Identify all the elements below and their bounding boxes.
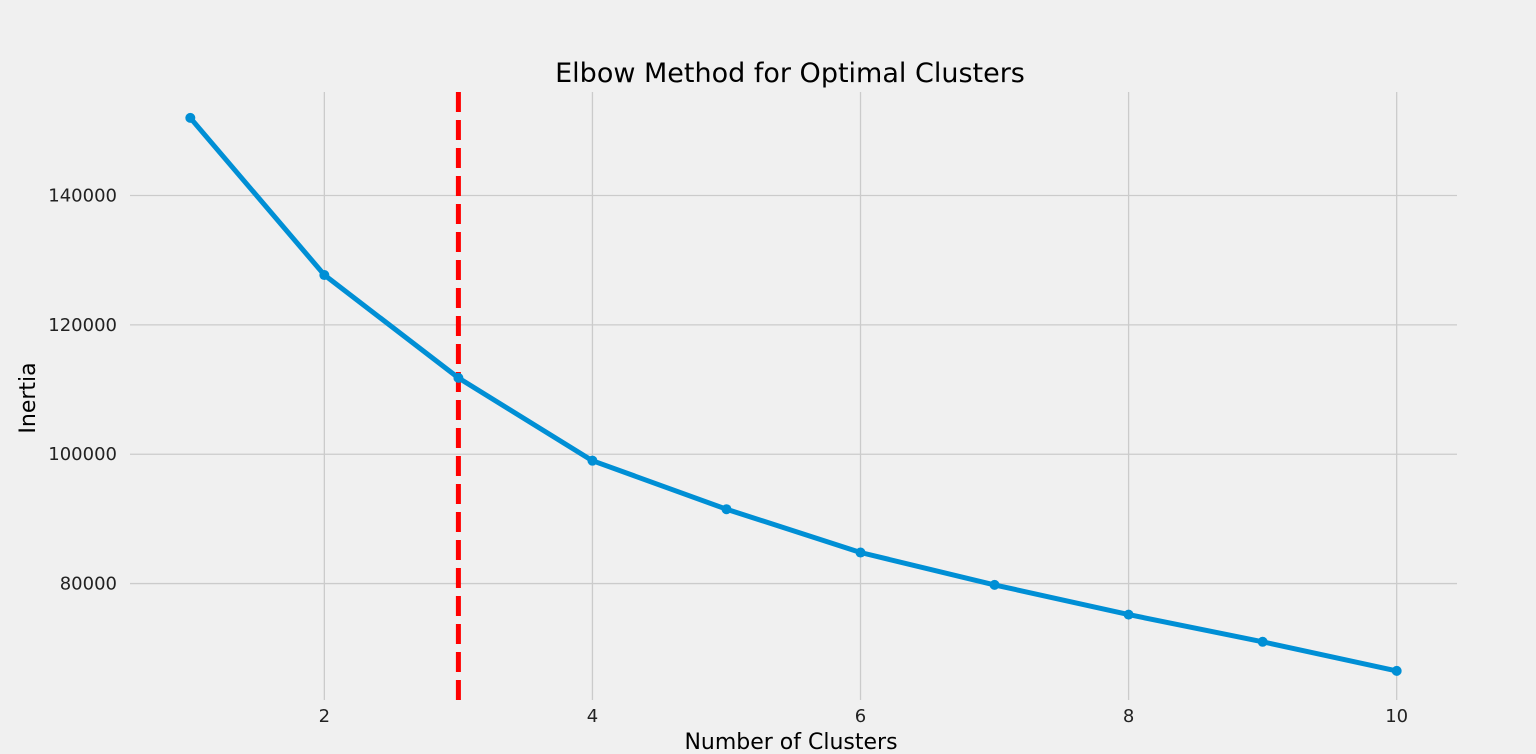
data-point: [721, 504, 732, 515]
y-tick-label: 80000: [60, 574, 117, 595]
tick-labels: 2 4 6 8 10 80000 100000 120000 140000: [48, 185, 1408, 727]
x-tick-label: 8: [1123, 706, 1134, 727]
data-point: [1123, 609, 1134, 620]
data-point: [453, 372, 464, 383]
series: [185, 112, 1402, 676]
y-tick-label: 100000: [48, 444, 117, 465]
y-tick-label: 120000: [48, 315, 117, 336]
x-tick-label: 10: [1385, 706, 1408, 727]
data-point: [1257, 636, 1268, 647]
x-tick-label: 2: [319, 706, 330, 727]
x-tick-label: 6: [855, 706, 866, 727]
data-point: [587, 455, 598, 466]
data-point: [989, 579, 1000, 590]
y-axis-label: Inertia: [16, 362, 41, 433]
x-axis-label: Number of Clusters: [684, 730, 897, 754]
x-tick-label: 4: [587, 706, 598, 727]
inertia-series-line: [187, 115, 1400, 674]
grid: [130, 92, 1457, 700]
data-point: [1391, 665, 1402, 676]
data-point: [855, 547, 866, 558]
data-point: [185, 112, 196, 123]
y-tick-label: 140000: [48, 185, 117, 206]
chart-title: Elbow Method for Optimal Clusters: [555, 58, 1025, 89]
data-point: [319, 270, 330, 281]
